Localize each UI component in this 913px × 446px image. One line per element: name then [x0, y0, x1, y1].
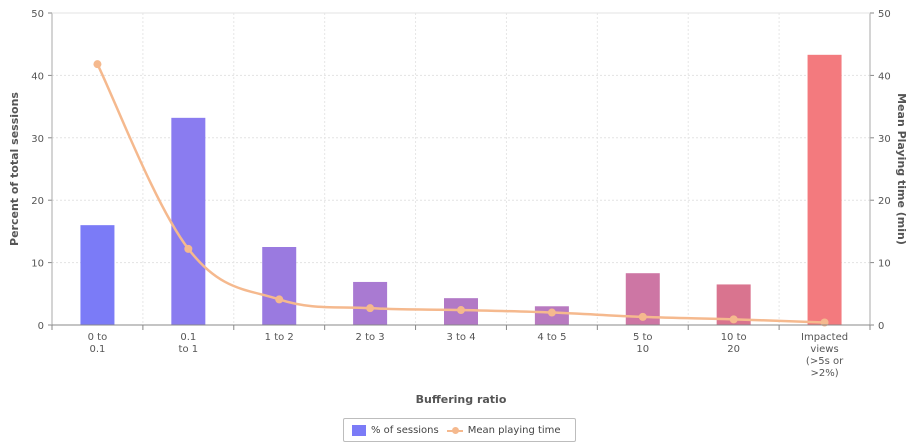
y2-tick-label: 0 — [878, 321, 884, 332]
x-tick-label: 3 to 4 — [446, 332, 475, 343]
y2-tick-label: 20 — [878, 196, 891, 207]
x-tick-label: Impacted views (>5s or >2%) — [801, 332, 848, 379]
x-tick-label: 10 to 20 — [721, 332, 747, 355]
x-tick-label: 0.1 to 1 — [179, 332, 199, 355]
legend-swatch-bar — [352, 424, 366, 436]
playing-time-point — [275, 295, 284, 304]
bar — [80, 225, 115, 325]
y-tick-label: 20 — [31, 196, 44, 207]
playing-time-point — [729, 315, 738, 324]
y2-tick-label: 40 — [878, 71, 891, 82]
y-tick-label: 0 — [38, 321, 44, 332]
legend-label-playing-time: Mean playing time — [467, 424, 561, 436]
x-tick-label: 2 to 3 — [356, 332, 385, 343]
y2-axis-title: Mean Playing time (min) — [895, 93, 908, 245]
x-tick-label: 1 to 2 — [265, 332, 294, 343]
legend-item-sessions[interactable]: % of sessions — [352, 424, 439, 436]
legend-label-sessions: % of sessions — [371, 424, 439, 436]
axes — [48, 12, 874, 330]
line-series — [93, 60, 829, 327]
playing-time-point — [547, 308, 556, 317]
y-axis-title: Percent of total sessions — [8, 92, 21, 246]
y-tick-label: 40 — [31, 71, 44, 82]
legend: % of sessions Mean playing time — [343, 418, 576, 442]
y2-tick-label: 30 — [878, 134, 891, 145]
playing-time-point — [184, 244, 193, 253]
legend-swatch-line — [446, 425, 463, 436]
playing-time-point — [366, 304, 375, 313]
x-tick-label: 5 to 10 — [633, 332, 653, 355]
playing-time-point — [93, 60, 102, 69]
bar — [807, 54, 842, 326]
y-tick-label: 50 — [31, 9, 44, 20]
y2-tick-label: 10 — [878, 259, 891, 270]
y-tick-label: 10 — [31, 259, 44, 270]
bar — [171, 117, 206, 325]
y2-tick-label: 50 — [878, 9, 891, 20]
x-tick-label: 0 to 0.1 — [88, 332, 108, 355]
labels: 0 0 10 10 20 20 30 30 40 40 50 50 0 to 0.1 0.1 to 1 1 to… — [31, 9, 890, 379]
bar — [353, 281, 388, 325]
y-tick-label: 30 — [31, 134, 44, 145]
bar — [262, 247, 297, 325]
x-axis-title: Buffering ratio — [416, 393, 507, 406]
bars — [80, 54, 842, 326]
playing-time-point — [638, 312, 647, 321]
x-tick-label: 4 to 5 — [537, 332, 566, 343]
legend-item-playing-time[interactable]: Mean playing time — [446, 424, 561, 436]
playing-time-line — [96, 63, 825, 324]
playing-time-point — [457, 306, 465, 315]
